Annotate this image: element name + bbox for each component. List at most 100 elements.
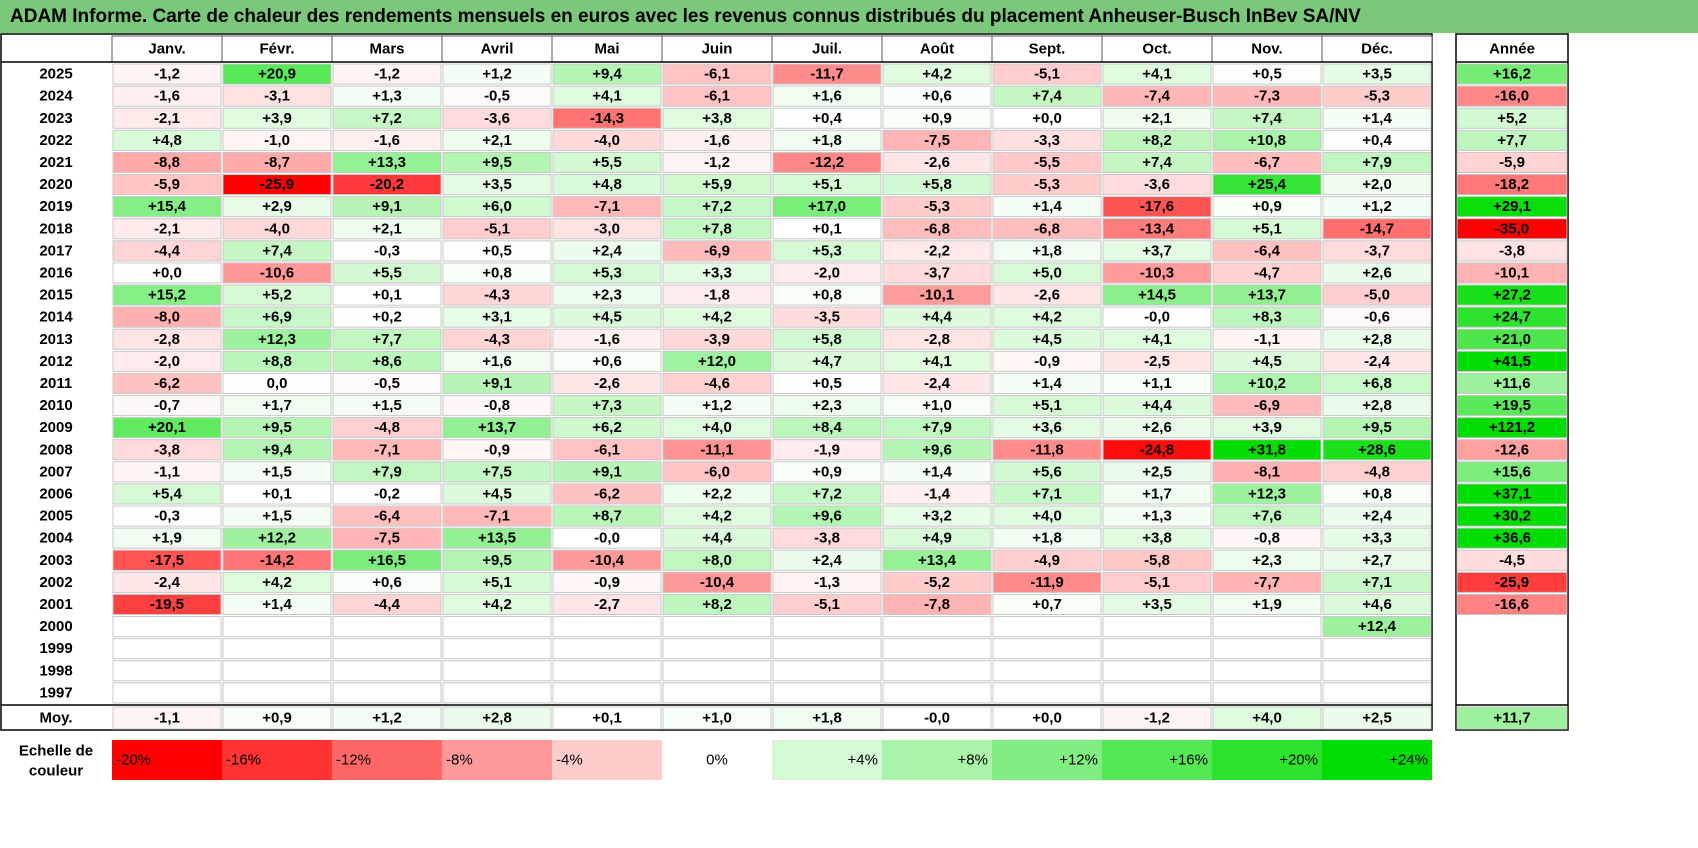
heatmap-cell [1212,616,1322,638]
heatmap-cell [552,328,662,350]
heatmap-cell [552,682,662,704]
cell-value: -5,9 [154,176,180,193]
heatmap-cell [332,151,442,173]
cell-value: -6,4 [374,508,401,525]
heatmap-cell [332,417,442,439]
heatmap-cell [442,328,552,350]
heatmap-cell [222,85,332,107]
annual-cell [1456,505,1568,527]
annual-value: -25,9 [1495,574,1529,591]
heatmap-cell [1212,218,1322,240]
heatmap-cell [332,350,442,372]
cell-value: +4,5 [1032,331,1062,348]
heatmap-cell [332,439,442,461]
heatmap-cell [992,549,1102,571]
heatmap-cell [112,395,222,417]
cell-value: +4,5 [482,485,512,502]
annual-average-value: +11,7 [1493,710,1530,727]
year-label: 2004 [39,530,73,547]
heatmap-cell [772,660,882,682]
cell-value: -3,8 [814,530,840,547]
heatmap-cell [1102,372,1212,394]
cell-value: +1,7 [262,397,292,414]
cell-value: -8,0 [154,309,180,326]
cell-value: +4,2 [702,309,732,326]
heatmap-cell [332,306,442,328]
cell-value: -4,4 [374,596,401,613]
cell-value: +1,4 [922,463,952,480]
cell-value: -2,4 [154,574,181,591]
cell-value: -1,2 [154,66,180,83]
month-header-cell [771,35,883,63]
heatmap-cell [442,461,552,483]
year-label: 2015 [39,287,72,304]
cell-value: -7,1 [594,198,620,215]
year-label: 2016 [39,264,72,281]
cell-value: -3,5 [814,309,840,326]
heatmap-cell [662,682,772,704]
cell-value: +7,8 [702,220,732,237]
heatmap-cell [1322,505,1432,527]
cell-value: -10,4 [700,574,735,591]
heatmap-cell [112,439,222,461]
heatmap-cell [332,218,442,240]
heatmap-cell [112,461,222,483]
annual-cell [1456,593,1568,616]
cell-value: +25,4 [1248,176,1287,193]
average-value: +1,8 [812,710,842,727]
annual-value: +5,2 [1497,110,1527,127]
cell-value: +4,8 [152,132,182,149]
heatmap-cell [1322,196,1432,218]
heatmap-cell [332,107,442,129]
heatmap-cell [1102,218,1212,240]
heatmap-cell [552,107,662,129]
heatmap-cell [772,616,882,638]
heatmap-cell [222,218,332,240]
heatmap-cell [772,372,882,394]
heatmap-cell [332,616,442,638]
heatmap-cell [222,284,332,306]
cell-value: -4,9 [1034,552,1060,569]
cell-value: -2,2 [924,242,950,259]
heatmap-cell [1322,129,1432,151]
heatmap-cell [442,350,552,372]
heatmap-cell [992,63,1102,85]
heatmap-cell [332,85,442,107]
cell-value: -11,8 [1030,441,1063,458]
cell-value: -7,1 [484,508,510,525]
cell-value: +2,7 [1362,552,1392,569]
cell-value: +4,1 [1142,331,1172,348]
year-label: 2006 [39,485,72,502]
heatmap-cell [112,151,222,173]
heatmap-cell [1102,196,1212,218]
heatmap-cell [992,129,1102,151]
heatmap-cell [1322,372,1432,394]
cell-value: +1,0 [922,397,952,414]
heatmap-cell [1212,306,1322,328]
month-header-cell [111,35,223,63]
cell-value: +0,5 [812,375,842,392]
cell-value: -5,1 [814,596,840,613]
annual-value: +27,2 [1493,287,1531,304]
heatmap-cell [552,483,662,505]
heatmap-cell [662,85,772,107]
heatmap-cell [992,616,1102,638]
annual-cell [1457,660,1567,681]
average-value: +0,9 [262,710,292,727]
annual-value: +19,5 [1493,397,1531,414]
cell-value: -6,1 [594,441,620,458]
cell-value: +3,3 [702,264,732,281]
cell-value: +4,2 [1032,309,1062,326]
annual-cell [1457,638,1567,659]
month-header-cell [1321,35,1433,63]
heatmap-cell [882,63,992,85]
cell-value: +1,8 [812,132,842,149]
heatmap-cell [1102,417,1212,439]
annual-cell [1456,527,1568,549]
cell-value: -2,6 [1034,287,1060,304]
heatmap-cell [772,350,882,372]
cell-value: -0,8 [1254,530,1280,547]
heatmap-cell [552,240,662,262]
heatmap-cell [1322,461,1432,483]
heatmap-cell [222,417,332,439]
